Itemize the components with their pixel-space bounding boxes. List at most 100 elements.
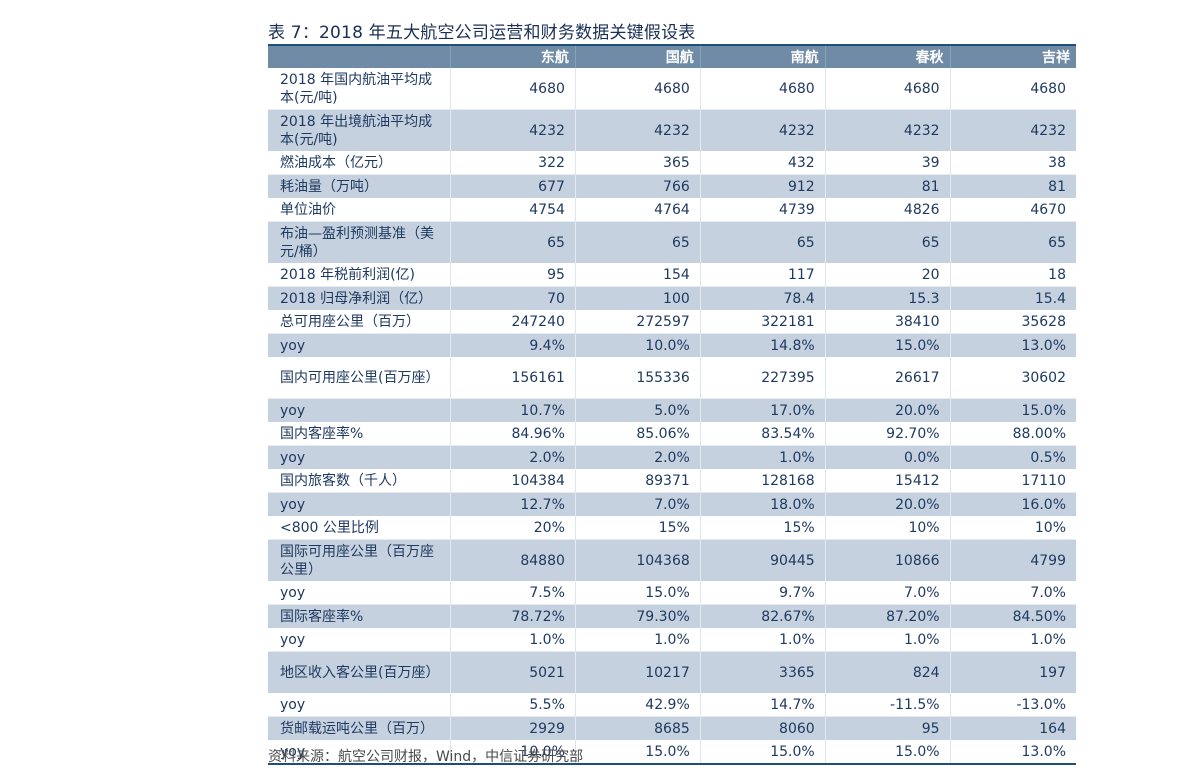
source-note: 资料来源：航空公司财报，Wind，中信证券研究部 — [268, 749, 584, 765]
row-label-cell: yoy — [268, 628, 451, 652]
value-cell: 10866 — [824, 539, 951, 581]
airline-data-table: 东航 国航 南航 春秋 吉祥 2018 年国内航油平均成本(元/吨) 4680 46… — [268, 44, 1076, 765]
row-label-cell: 地区收入客公里(百万座） — [268, 651, 451, 693]
value-cell: 1.0% — [574, 628, 701, 652]
row-label-cell: 布油—盈利预测基准（美元/桶） — [268, 221, 451, 263]
value-cell: 322181 — [699, 310, 826, 334]
value-cell: 95 — [824, 716, 951, 740]
value-cell: -11.5% — [824, 693, 951, 717]
value-cell: 65 — [450, 221, 576, 263]
header-cell-jixiang: 吉祥 — [949, 45, 1076, 68]
value-cell: 104384 — [450, 469, 576, 493]
row-label: 燃油成本（亿元） — [280, 154, 392, 171]
table-row: yoy 12.7% 7.0% 18.0% 20.0% 16.0% — [268, 492, 1076, 516]
value-cell: 1.0% — [699, 445, 826, 469]
value-cell: 35628 — [949, 310, 1076, 334]
value-cell: 4680 — [699, 68, 826, 110]
table-row: 布油—盈利预测基准（美元/桶） 65 65 65 65 65 — [268, 221, 1076, 263]
value-cell: 100 — [574, 286, 701, 310]
value-cell: 92.70% — [824, 422, 951, 446]
value-cell: 0.0% — [824, 445, 951, 469]
value-cell: 4232 — [574, 109, 701, 151]
value-cell: 1.0% — [824, 628, 951, 652]
value-cell: 4826 — [824, 198, 951, 222]
row-label: yoy — [280, 337, 306, 354]
value-cell: 227395 — [699, 357, 826, 399]
value-cell: 81 — [949, 174, 1076, 198]
value-cell: 4232 — [450, 109, 576, 151]
value-cell: 156161 — [450, 357, 576, 399]
value-cell: 117 — [699, 263, 826, 287]
table-row: 2018 年国内航油平均成本(元/吨) 4680 4680 4680 4680 4680 — [268, 68, 1076, 110]
value-cell: 4680 — [824, 68, 951, 110]
row-label: 地区收入客公里(百万座） — [280, 664, 440, 681]
value-cell: 154 — [574, 263, 701, 287]
value-cell: 18 — [949, 263, 1076, 287]
value-cell: 272597 — [574, 310, 701, 334]
value-cell: 17110 — [949, 469, 1076, 493]
value-cell: 14.8% — [699, 333, 826, 357]
value-cell: 20% — [450, 516, 576, 540]
table-title: 表 7：2018 年五大航空公司运营和财务数据关键假设表 — [268, 23, 696, 43]
row-label-cell: 2018 归母净利润（亿） — [268, 286, 451, 310]
value-cell: 4680 — [949, 68, 1076, 110]
value-cell: 87.20% — [824, 604, 951, 628]
row-label-cell: 2018 年国内航油平均成本(元/吨) — [268, 68, 451, 110]
value-cell: 15% — [699, 516, 826, 540]
value-cell: 7.5% — [450, 581, 576, 605]
value-cell: 26617 — [824, 357, 951, 399]
table-row: 总可用座公里（百万） 247240 272597 322181 38410 35628 — [268, 310, 1076, 334]
value-cell: 0.5% — [949, 445, 1076, 469]
row-label: yoy — [280, 696, 306, 713]
value-cell: 13.0% — [949, 740, 1076, 764]
value-cell: 65 — [949, 221, 1076, 263]
value-cell: 10% — [824, 516, 951, 540]
value-cell: 15% — [574, 516, 701, 540]
value-cell: 65 — [824, 221, 951, 263]
row-label: yoy — [280, 449, 306, 466]
value-cell: 2.0% — [450, 445, 576, 469]
header-row: 东航 国航 南航 春秋 吉祥 — [268, 45, 1076, 68]
value-cell: 7.0% — [949, 581, 1076, 605]
table-row: 国际客座率% 78.72% 79.30% 82.67% 87.20% 84.50% — [268, 604, 1076, 628]
row-label: yoy — [280, 496, 306, 513]
row-label-cell: 货邮载运吨公里（百万） — [268, 716, 451, 740]
table-row: yoy 1.0% 1.0% 1.0% 1.0% 1.0% — [268, 628, 1076, 652]
value-cell: 15412 — [824, 469, 951, 493]
value-cell: 15.0% — [699, 740, 826, 764]
value-cell: 1.0% — [949, 628, 1076, 652]
row-label: 2018 年国内航油平均成本(元/吨) — [280, 71, 433, 106]
value-cell: 18.0% — [699, 492, 826, 516]
value-cell: 4232 — [699, 109, 826, 151]
value-cell: 13.0% — [949, 333, 1076, 357]
table-row: 2018 年出境航油平均成本(元/吨) 4232 4232 4232 4232 4232 — [268, 109, 1076, 151]
row-label: yoy — [280, 631, 306, 648]
value-cell: 83.54% — [699, 422, 826, 446]
value-cell: 12.7% — [450, 492, 576, 516]
value-cell: 15.0% — [574, 581, 701, 605]
row-label-cell: 单位油价 — [268, 198, 451, 222]
value-cell: 15.0% — [824, 333, 951, 357]
value-cell: 84.50% — [949, 604, 1076, 628]
value-cell: 677 — [450, 174, 576, 198]
value-cell: 10.0% — [450, 740, 576, 764]
row-label: 国内旅客数（千人） — [280, 472, 406, 489]
value-cell: -13.0% — [949, 693, 1076, 717]
value-cell: 365 — [574, 151, 701, 175]
value-cell: 4764 — [574, 198, 701, 222]
value-cell: 4739 — [699, 198, 826, 222]
value-cell: 4754 — [450, 198, 576, 222]
value-cell: 164 — [949, 716, 1076, 740]
value-cell: 912 — [699, 174, 826, 198]
row-label-cell: 国内可用座公里(百万座） — [268, 357, 451, 399]
table-row: 单位油价 4754 4764 4739 4826 4670 — [268, 198, 1076, 222]
value-cell: 15.0% — [824, 740, 951, 764]
row-label: 国际可用座公里（百万座公里） — [280, 543, 434, 578]
table-row: <800 公里比例 20% 15% 15% 10% 10% — [268, 516, 1076, 540]
row-label-cell: 总可用座公里（百万） — [268, 310, 451, 334]
table-row: 国际可用座公里（百万座公里） 84880 104368 90445 10866 4799 — [268, 539, 1076, 581]
value-cell: 39 — [824, 151, 951, 175]
row-label-cell: yoy — [268, 740, 451, 764]
table-row: yoy 2.0% 2.0% 1.0% 0.0% 0.5% — [268, 445, 1076, 469]
value-cell: 42.9% — [574, 693, 701, 717]
